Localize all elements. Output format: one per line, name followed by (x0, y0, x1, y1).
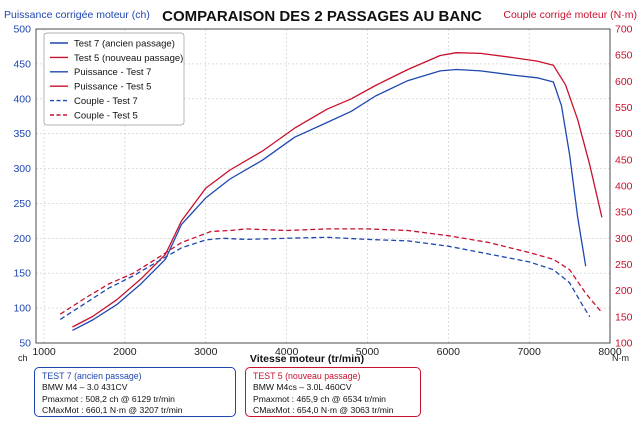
unit-left: ch (18, 353, 28, 363)
y-left-tick-label-2: 150 (13, 268, 31, 280)
info-box-test5: TEST 5 (nouveau passage) BMW M4cs – 3.0L… (245, 367, 421, 417)
info-box-test7-pmax: Pmaxmot : 508,2 ch @ 6129 tr/min (42, 393, 175, 404)
y-axis-right-ticks: 100 150 200 250 300 350 400 450 500 550 600 650 700 (615, 24, 633, 350)
y-left-tick-label-6: 350 (13, 128, 31, 140)
legend-label-4: Couple - Test 7 (74, 96, 138, 107)
y-right-tick-label-11: 650 (615, 50, 633, 62)
x-tick-label-2: 3000 (194, 346, 218, 358)
y-right-tick-label-5: 350 (615, 207, 633, 219)
legend-label-1: Test 5 (nouveau passage) (74, 53, 183, 64)
series-line-1 (72, 52, 603, 328)
legend-label-5: Couple - Test 5 (74, 110, 138, 121)
y-left-tick-label-8: 450 (13, 58, 31, 70)
x-tick-label-1: 2000 (113, 346, 137, 358)
info-box-test5-pmax: Pmaxmot : 465,9 ch @ 6534 tr/min (253, 393, 386, 404)
unit-right: N·m (612, 353, 629, 363)
y-right-tick-label-10: 600 (615, 76, 633, 88)
y-right-tick-label-3: 250 (615, 259, 633, 271)
y-right-tick-label-8: 500 (615, 128, 633, 140)
info-box-test7-car: BMW M4 – 3.0 431CV (42, 382, 128, 393)
chart-title: COMPARAISON DES 2 PASSAGES AU BANC (162, 8, 482, 25)
legend-label-0: Test 7 (ancien passage) (74, 38, 175, 49)
y-right-tick-label-12: 700 (615, 24, 633, 36)
y-right-tick-label-6: 400 (615, 181, 633, 193)
y-right-tick-label-2: 200 (615, 285, 633, 297)
x-tick-label-7: 8000 (598, 346, 622, 358)
x-axis-label: Vitesse moteur (tr/min) (250, 353, 364, 365)
y-right-tick-label-4: 300 (615, 233, 633, 245)
y-left-tick-label-1: 100 (13, 303, 31, 315)
series-layer (59, 52, 603, 331)
y-left-tick-label-9: 500 (13, 24, 31, 36)
info-box-test5-car: BMW M4cs – 3.0L 460CV (253, 382, 352, 393)
y-axis-right-label: Couple corrigé moteur (N·m) (503, 9, 637, 21)
legend-label-3: Puissance - Test 5 (74, 82, 151, 93)
legend: Test 7 (ancien passage) Test 5 (nouveau p… (43, 32, 185, 126)
y-right-tick-label-0: 100 (615, 338, 633, 350)
x-tick-label-3: 4000 (275, 346, 299, 358)
y-left-tick-label-5: 300 (13, 163, 31, 175)
info-box-test5-header: TEST 5 (nouveau passage) (253, 371, 361, 381)
plot-frame (35, 28, 611, 344)
y-right-tick-label-9: 550 (615, 102, 633, 114)
series-line-2 (59, 236, 591, 320)
x-tick-label-5: 6000 (437, 346, 461, 358)
info-box-test7: TEST 7 (ancien passage) BMW M4 – 3.0 431… (34, 367, 236, 417)
y-left-tick-label-4: 250 (13, 198, 31, 210)
x-tick-label-0: 1000 (32, 346, 56, 358)
y-right-tick-label-7: 450 (615, 154, 633, 166)
legend-box (43, 32, 185, 126)
x-axis-ticks: 1000 2000 3000 4000 5000 6000 7000 8000 (32, 346, 621, 358)
x-tick-label-4: 5000 (356, 346, 380, 358)
y-left-tick-label-7: 400 (13, 93, 31, 105)
series-line-0 (72, 68, 587, 331)
info-box-test7-header: TEST 7 (ancien passage) (42, 371, 142, 381)
x-tick-label-6: 7000 (517, 346, 541, 358)
y-left-tick-label-3: 200 (13, 233, 31, 245)
y-left-tick-label-0: 50 (19, 338, 31, 350)
info-box-test5-cmax: CMaxMot : 654,0 N·m @ 3063 tr/min (253, 405, 394, 416)
y-axis-left-ticks: 50 100 150 200 250 300 350 400 450 500 (13, 24, 31, 350)
y-right-tick-label-1: 150 (615, 311, 633, 323)
y-axis-left-label: Puissance corrigée moteur (ch) (4, 9, 150, 21)
series-line-3 (59, 228, 603, 315)
legend-label-2: Puissance - Test 7 (74, 67, 151, 78)
info-box-test7-cmax: CMaxMot : 660,1 N·m @ 3207 tr/min (42, 405, 183, 416)
